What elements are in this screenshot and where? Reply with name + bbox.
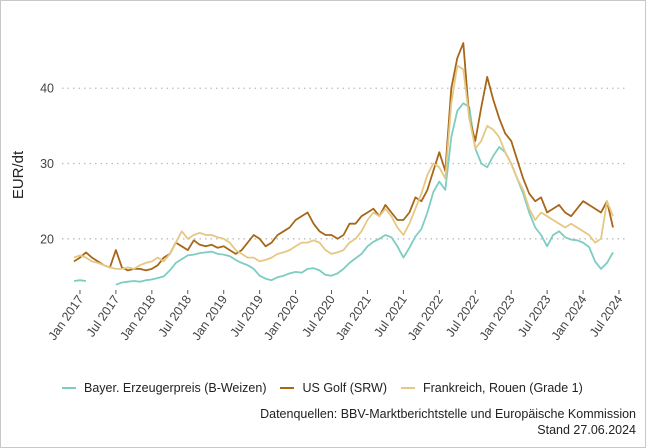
x-tick-label: Jan 2022 xyxy=(405,293,446,343)
legend-key-rouen xyxy=(400,387,415,389)
legend-item-rouen: Frankreich, Rouen (Grade 1) xyxy=(400,381,583,395)
y-tick-label: 30 xyxy=(40,157,54,171)
x-tick-label: Jan 2017 xyxy=(45,293,86,343)
x-tick-label: Jan 2024 xyxy=(549,293,590,343)
legend-item-us-golf: US Golf (SRW) xyxy=(280,381,387,395)
date-stamp: Stand 27.06.2024 xyxy=(537,423,636,437)
x-tick-label: Jul 2019 xyxy=(228,293,267,340)
legend-item-bayer: Bayer. Erzeugerpreis (B-Weizen) xyxy=(62,381,266,395)
legend: Bayer. Erzeugerpreis (B-Weizen) US Golf … xyxy=(62,381,642,395)
y-axis-ticks: 20 30 40 xyxy=(40,82,54,247)
x-tick-label: Jan 2023 xyxy=(477,293,518,343)
x-tick-label: Jul 2017 xyxy=(84,293,123,340)
x-tick-label: Jan 2018 xyxy=(117,293,158,343)
gridlines xyxy=(62,87,625,240)
x-tick-label: Jul 2021 xyxy=(371,293,410,340)
series-us-golf-line xyxy=(73,42,614,272)
y-axis-label: EUR/dt xyxy=(10,150,27,199)
x-tick-label: Jul 2018 xyxy=(156,293,195,340)
series-bayer-line xyxy=(73,102,614,286)
legend-key-us-golf xyxy=(280,387,295,389)
y-tick-label: 20 xyxy=(40,232,54,246)
legend-label-rouen: Frankreich, Rouen (Grade 1) xyxy=(422,381,583,395)
x-tick-label: Jul 2020 xyxy=(299,293,338,340)
x-tick-label: Jul 2022 xyxy=(443,293,482,340)
x-tick-label: Jan 2021 xyxy=(333,293,374,343)
series-layer xyxy=(73,42,614,286)
x-tick-label: Jul 2024 xyxy=(587,293,626,340)
x-tick-label: Jan 2019 xyxy=(189,293,230,343)
x-tick-label: Jul 2023 xyxy=(515,293,554,340)
series-rouen-line xyxy=(73,64,614,270)
source-line: Datenquellen: BBV-Marktberichtstelle und… xyxy=(260,407,636,421)
legend-label-us-golf: US Golf (SRW) xyxy=(302,381,387,395)
legend-label-bayer: Bayer. Erzeugerpreis (B-Weizen) xyxy=(84,381,267,395)
source-note: Datenquellen: BBV-Marktberichtstelle und… xyxy=(260,406,636,438)
legend-key-bayer xyxy=(62,387,76,389)
x-tick-label: Jan 2020 xyxy=(261,293,302,343)
y-tick-label: 40 xyxy=(40,82,54,96)
